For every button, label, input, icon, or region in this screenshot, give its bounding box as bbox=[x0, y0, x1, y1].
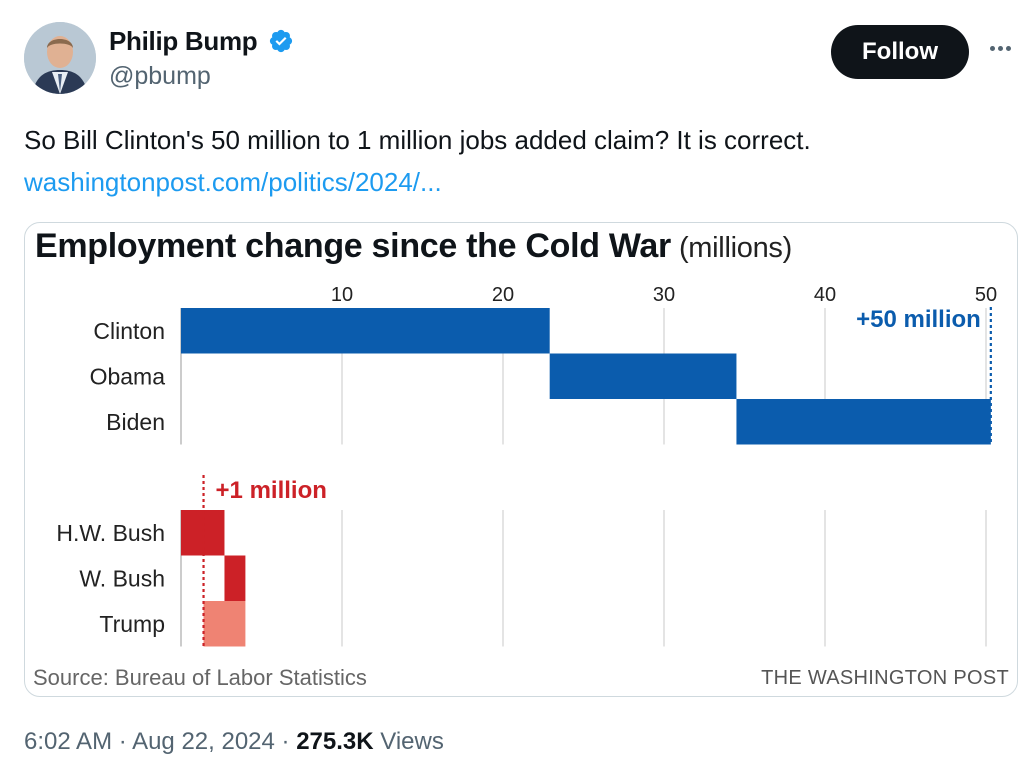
verified-badge-icon bbox=[269, 29, 293, 53]
views-count: 275.3K bbox=[296, 728, 374, 755]
x-tick-label: 30 bbox=[653, 284, 675, 306]
chart-title-text: Employment change since the Cold War bbox=[35, 227, 671, 265]
x-tick-label: 50 bbox=[975, 284, 997, 306]
row-label: Obama bbox=[90, 363, 166, 389]
chart-title-unit: (millions) bbox=[678, 232, 792, 264]
total-label-republicans: +1 million bbox=[216, 477, 327, 504]
follow-button[interactable]: Follow bbox=[831, 25, 969, 79]
author-handle[interactable]: @pbump bbox=[109, 62, 211, 90]
avatar-photo bbox=[24, 22, 96, 94]
chart-title: Employment change since the Cold War (mil… bbox=[35, 227, 792, 266]
views-label: Views bbox=[380, 728, 444, 755]
row-label: Trump bbox=[99, 611, 165, 637]
article-link[interactable]: washingtonpost.com/politics/2024/... bbox=[24, 167, 442, 197]
row-label: Clinton bbox=[93, 318, 165, 344]
total-label-democrats: +50 million bbox=[856, 306, 981, 333]
employment-chart: 10 20 30 40 50 Clinton Obama Biden H.W. Bush W. B… bbox=[56, 284, 997, 647]
author-name[interactable]: Philip Bump bbox=[109, 26, 258, 56]
x-tick-label: 10 bbox=[331, 284, 353, 306]
row-label: W. Bush bbox=[79, 565, 165, 591]
chart-publisher: THE WASHINGTON POST bbox=[761, 667, 1009, 689]
x-tick-label: 20 bbox=[492, 284, 514, 306]
chart-source: Source: Bureau of Labor Statistics bbox=[33, 665, 367, 690]
row-label: H.W. Bush bbox=[56, 520, 165, 546]
bar-biden bbox=[736, 399, 991, 445]
bar-clinton bbox=[181, 308, 550, 354]
bar-obama bbox=[549, 353, 737, 399]
chart-image-card[interactable]: Employment change since the Cold War (mil… bbox=[24, 222, 1018, 697]
x-tick-label: 40 bbox=[814, 284, 836, 306]
row-label: Biden bbox=[106, 409, 165, 435]
more-options-icon[interactable] bbox=[984, 36, 1016, 60]
bar-w-bush bbox=[224, 555, 246, 601]
tweet-date[interactable]: Aug 22, 2024 bbox=[132, 728, 275, 755]
tweet-text: So Bill Clinton's 50 million to 1 millio… bbox=[24, 125, 811, 155]
bar-trump bbox=[203, 601, 246, 647]
tweet-time[interactable]: 6:02 AM bbox=[24, 728, 113, 755]
author-avatar[interactable] bbox=[24, 22, 96, 94]
tweet-meta: 6:02 AM · Aug 22, 2024 · 275.3K Views bbox=[24, 728, 444, 755]
